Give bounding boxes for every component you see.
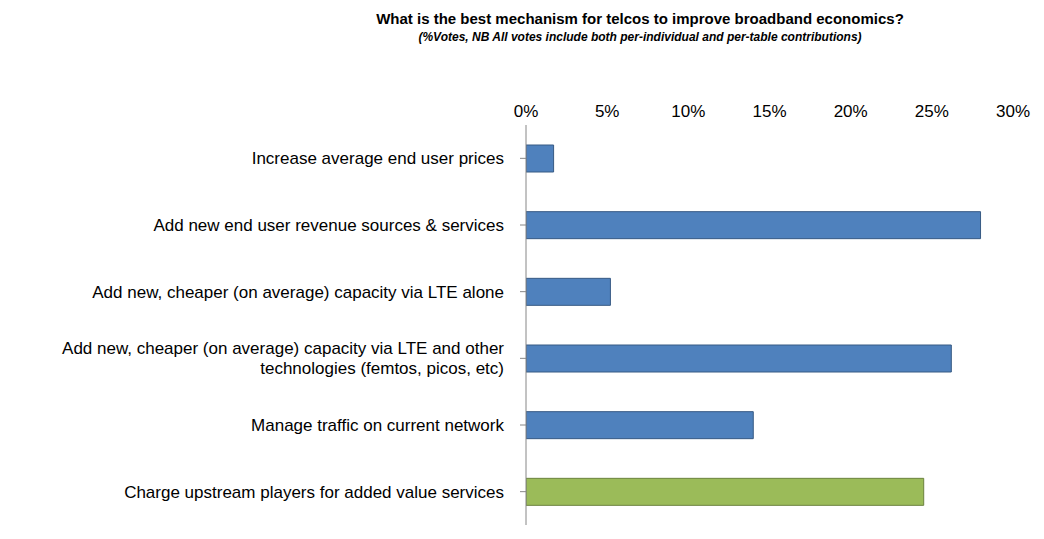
svg-text:10%: 10% [671,102,705,121]
svg-text:Add new end user revenue sourc: Add new end user revenue sources & servi… [153,216,504,235]
svg-text:Add new, cheaper (on average): Add new, cheaper (on average) capacity v… [92,282,504,301]
svg-text:Manage traffic on current netw: Manage traffic on current network [251,416,504,435]
svg-text:15%: 15% [752,102,786,121]
svg-text:30%: 30% [996,102,1030,121]
svg-text:Charge upstream players for ad: Charge upstream players for added value … [124,482,504,501]
html-text:(%Votes, NB All votes include: (%Votes, NB All votes include both per-i… [418,30,862,44]
svg-text:20%: 20% [834,102,868,121]
svg-text:25%: 25% [915,102,949,121]
svg-text:0%: 0% [514,102,539,121]
svg-text:Add new, cheaper (on average): Add new, cheaper (on average) capacity v… [62,339,504,378]
svg-text:Increase average end user pric: Increase average end user prices [252,149,504,168]
html-text:What is the best mechanism for: What is the best mechanism for telcos to… [376,10,904,27]
svg-text:5%: 5% [595,102,620,121]
